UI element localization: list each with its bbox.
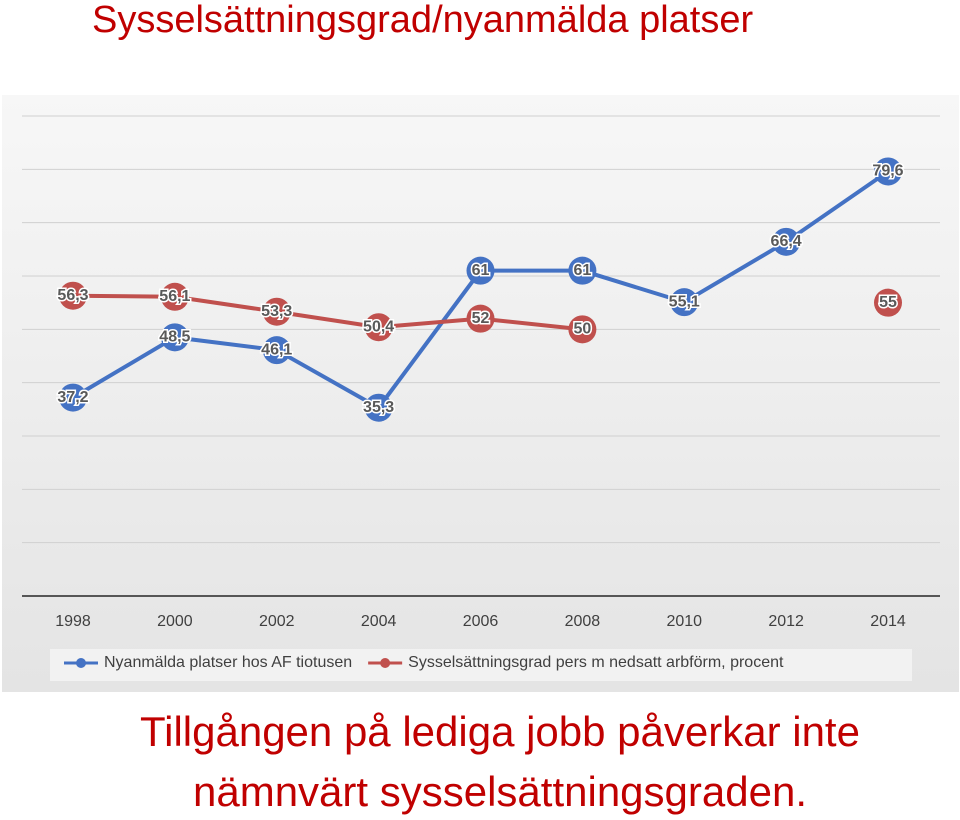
data-label: 37,2 <box>57 389 88 406</box>
marker <box>874 157 902 186</box>
marker <box>568 256 597 285</box>
caption-line: nämnvärt sysselsättningsgraden. <box>193 768 807 815</box>
legend-label: Sysselsättningsgrad pers m nedsatt arbfö… <box>408 654 784 671</box>
data-label: 56,3 <box>57 287 88 304</box>
data-label: 35,3 <box>363 399 394 416</box>
marker <box>160 282 189 311</box>
marker <box>568 315 597 344</box>
data-label: 56,1 <box>159 288 190 305</box>
marker <box>466 304 495 333</box>
marker <box>262 297 291 326</box>
data-label: 48,5 <box>159 329 190 346</box>
data-label: 61 <box>573 262 591 279</box>
series-line <box>72 293 583 332</box>
caption-line: Tillgången på lediga jobb påverkar inte <box>140 708 860 755</box>
data-label: 66,4 <box>771 233 802 250</box>
x-tick-label: 2006 <box>463 613 499 630</box>
marker <box>466 256 495 285</box>
data-label: 55,1 <box>669 293 700 310</box>
data-label: 79,6 <box>872 163 903 180</box>
marker <box>670 288 699 317</box>
slide-title: Sysselsättningsgrad/nyanmälda platser <box>92 0 753 41</box>
x-tick-label: 2014 <box>870 613 906 630</box>
data-label: 52 <box>472 310 490 327</box>
x-tick-label: 2000 <box>157 613 193 630</box>
marker <box>364 393 393 422</box>
marker <box>772 227 801 256</box>
legend-box <box>50 649 912 681</box>
x-tick-label: 1998 <box>55 613 91 630</box>
marker <box>874 288 902 317</box>
chart-area <box>2 95 959 692</box>
x-tick-label: 2010 <box>666 613 702 630</box>
marker <box>364 313 393 342</box>
marker <box>59 383 87 412</box>
marker <box>262 336 291 365</box>
x-tick-label: 2008 <box>565 613 601 630</box>
marker <box>160 323 189 352</box>
marker <box>59 281 87 310</box>
data-label: 55 <box>879 294 897 311</box>
legend-marker <box>76 658 86 668</box>
data-label: 50 <box>573 321 591 338</box>
legend-label: Nyanmälda platser hos AF tiotusen <box>104 654 352 671</box>
x-tick-label: 2002 <box>259 613 295 630</box>
data-label: 61 <box>472 262 490 279</box>
data-label: 46,1 <box>261 341 292 358</box>
data-label: 53,3 <box>261 303 292 320</box>
x-tick-label: 2012 <box>768 613 804 630</box>
legend-marker <box>380 658 391 668</box>
x-tick-label: 2004 <box>361 613 397 630</box>
data-label: 50,4 <box>363 318 394 335</box>
